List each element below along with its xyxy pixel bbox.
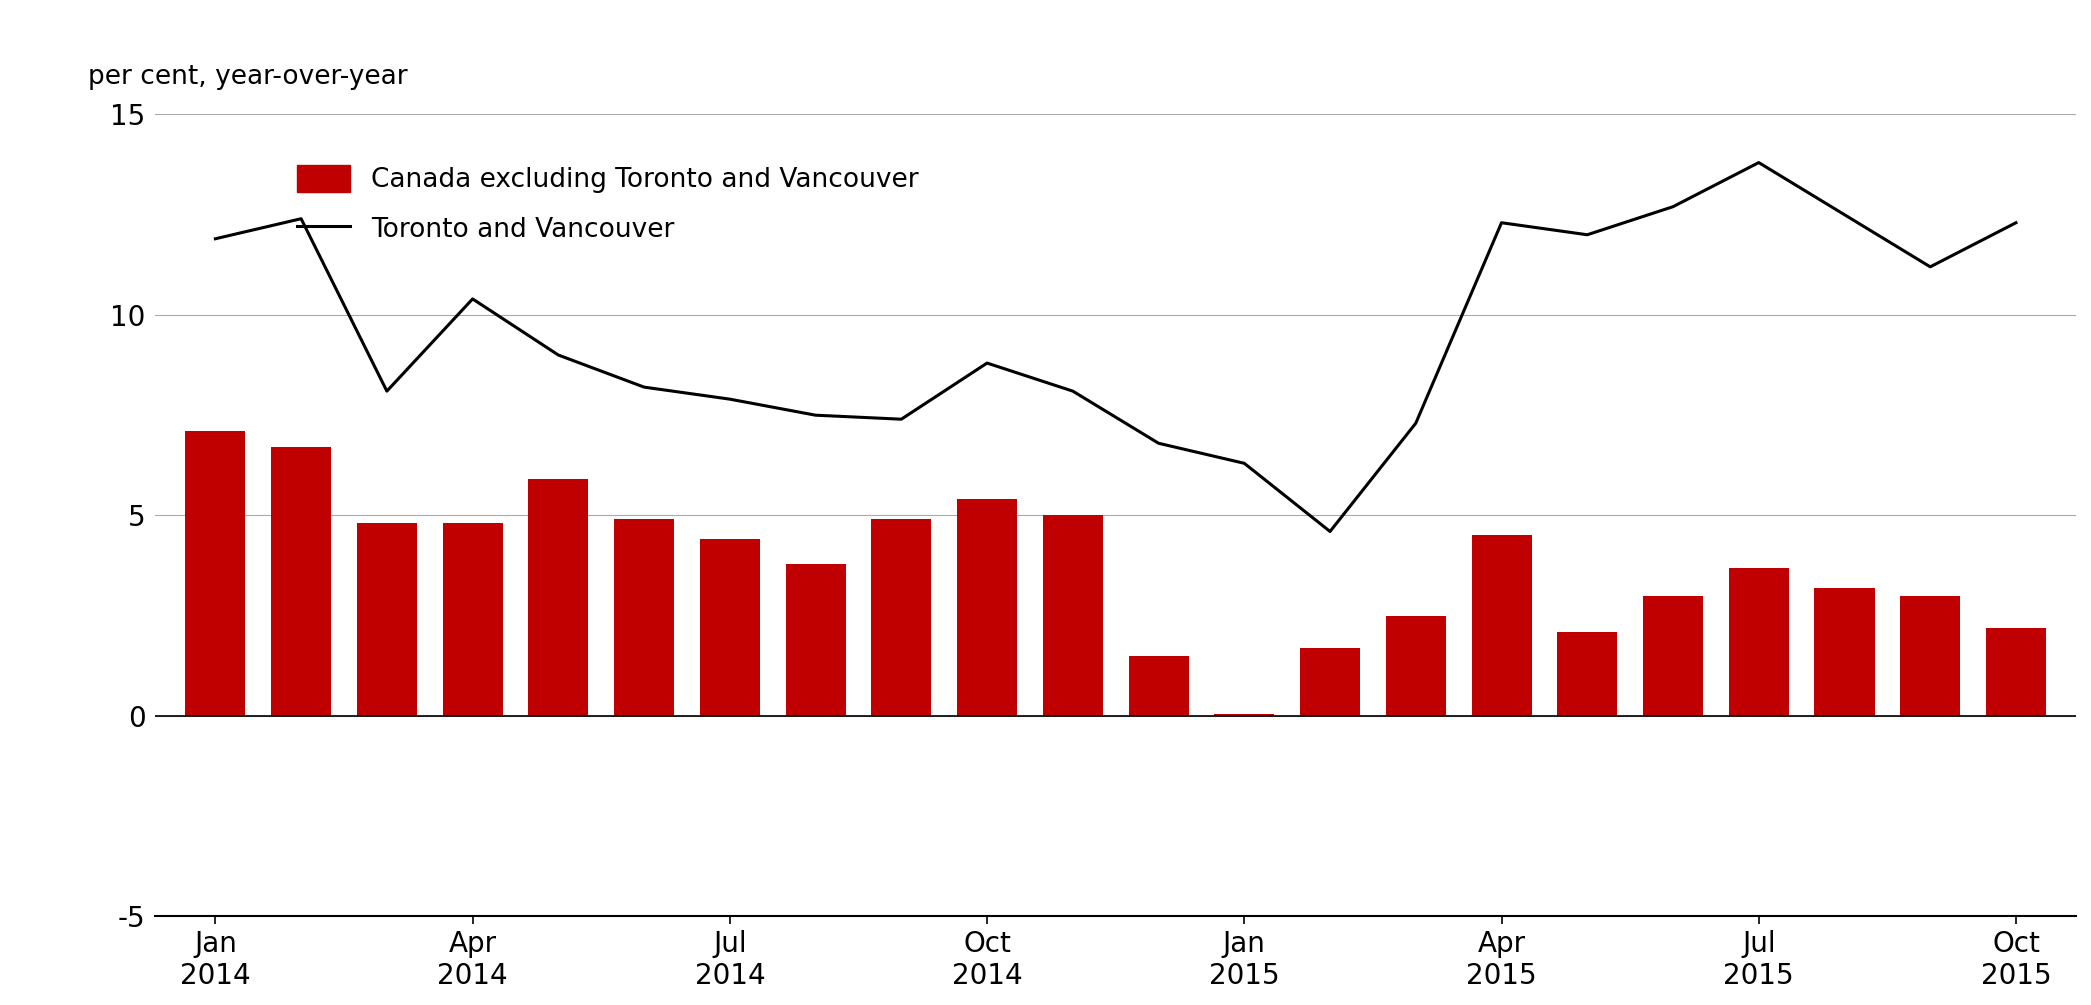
Bar [186, 431, 245, 716]
Bar [1644, 596, 1702, 716]
Bar [1215, 714, 1273, 716]
Bar [1043, 516, 1102, 716]
Bar [786, 564, 845, 716]
Bar [700, 540, 759, 716]
Bar [1815, 588, 1874, 716]
Text: per cent, year-over-year: per cent, year-over-year [88, 64, 408, 90]
Bar [272, 447, 330, 716]
Bar [1386, 616, 1445, 716]
Bar [1901, 596, 1959, 716]
Bar [529, 479, 588, 716]
Legend: Canada excluding Toronto and Vancouver, Toronto and Vancouver: Canada excluding Toronto and Vancouver, … [284, 152, 933, 256]
Bar [615, 520, 673, 716]
Bar [1986, 628, 2045, 716]
Bar [1301, 648, 1359, 716]
Bar [358, 524, 416, 716]
Bar [1729, 568, 1788, 716]
Bar [443, 524, 502, 716]
Bar [872, 520, 930, 716]
Bar [1129, 656, 1188, 716]
Bar [1472, 536, 1531, 716]
Bar [958, 499, 1016, 716]
Bar [1558, 632, 1616, 716]
